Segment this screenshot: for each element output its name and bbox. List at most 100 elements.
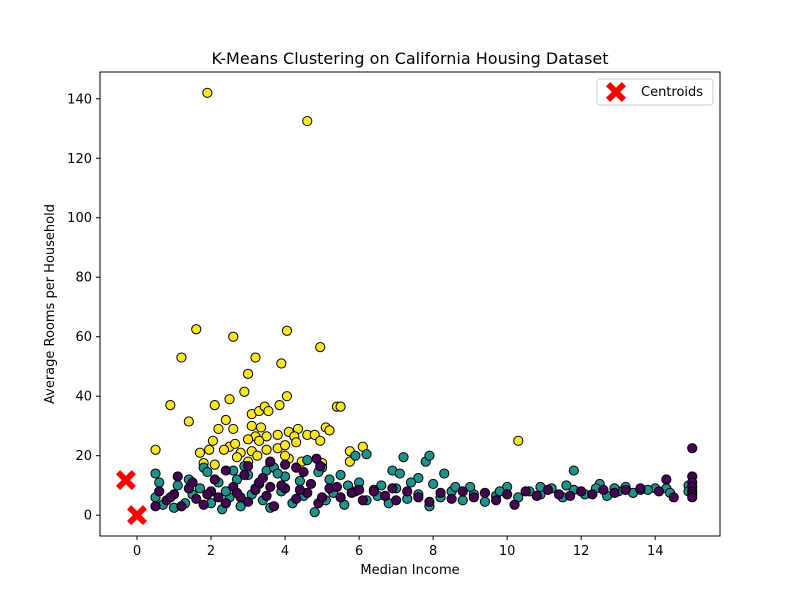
data-point-purple (176, 501, 187, 512)
centroids-layer (115, 470, 148, 526)
data-point-yellow (255, 422, 267, 433)
data-point-yellow (228, 331, 239, 342)
data-point-teal (335, 469, 346, 481)
data-point-teal (309, 507, 320, 518)
x-tick-label: 0 (133, 544, 141, 559)
y-tick-label: 0 (84, 509, 92, 524)
data-point-teal (202, 466, 213, 478)
y-tick-label: 140 (67, 92, 92, 107)
data-point-yellow (165, 400, 176, 411)
x-tick-label: 4 (281, 544, 289, 559)
data-point-purple (620, 484, 631, 495)
data-point-yellow (246, 420, 257, 432)
data-point-purple (435, 487, 446, 498)
data-point-purple (490, 495, 502, 506)
y-tick-label: 60 (75, 330, 92, 345)
data-point-yellow (183, 416, 194, 427)
data-point-purple (457, 486, 468, 497)
data-point-yellow (204, 444, 215, 455)
x-tick-label: 14 (647, 544, 664, 559)
data-point-purple (468, 492, 479, 503)
data-point-teal (439, 468, 450, 479)
data-point-teal (450, 481, 461, 493)
data-point-yellow (224, 394, 235, 405)
data-point-teal (302, 455, 313, 466)
data-point-purple (315, 461, 326, 472)
data-point-yellow (230, 438, 241, 449)
y-tick-label: 40 (75, 390, 92, 405)
y-tick-label: 100 (67, 211, 92, 226)
data-point-purple (391, 495, 402, 506)
data-point-teal (194, 483, 206, 494)
data-point-purple (387, 483, 398, 494)
legend-label-centroids: Centroids (641, 85, 703, 100)
data-point-purple (231, 487, 243, 498)
data-point-yellow (261, 431, 272, 442)
data-point-teal (424, 450, 435, 461)
data-point-purple (220, 498, 231, 509)
data-point-yellow (315, 342, 326, 353)
legend-frame (596, 78, 714, 106)
data-point-purple (509, 499, 520, 510)
data-point-yellow (252, 450, 263, 461)
data-point-purple (635, 483, 646, 494)
x-tick-label: 2 (207, 544, 215, 559)
data-point-purple (542, 484, 553, 495)
data-point-yellow (276, 358, 287, 369)
data-point-teal (457, 495, 468, 506)
data-point-teal (376, 480, 387, 491)
data-point-purple (150, 501, 161, 512)
plot-area-frame (99, 71, 721, 537)
data-point-purple (276, 480, 287, 491)
data-point-purple (587, 489, 598, 500)
data-point-purple (261, 490, 272, 501)
data-point-yellow (231, 452, 243, 463)
data-point-purple (446, 493, 457, 504)
data-point-teal (568, 465, 579, 476)
data-point-purple (165, 492, 176, 503)
data-point-purple (291, 462, 302, 473)
centroid-marker (115, 470, 136, 491)
data-point-yellow (279, 450, 291, 461)
data-point-purple (220, 465, 231, 476)
x-tick-label: 6 (355, 544, 363, 559)
data-point-yellow (150, 444, 161, 455)
centroid-marker (127, 505, 148, 526)
data-point-purple (531, 490, 542, 501)
data-point-purple (209, 474, 220, 485)
data-point-yellow (220, 414, 231, 426)
data-point-yellow (239, 386, 250, 397)
y-tick-label: 120 (67, 152, 92, 167)
data-point-purple (424, 496, 435, 507)
data-point-yellow (242, 434, 254, 445)
x-tick-label: 12 (573, 544, 590, 559)
data-point-yellow (176, 352, 187, 363)
data-point-yellow (194, 447, 206, 458)
data-point-teal (394, 468, 405, 479)
data-point-purple (242, 461, 254, 472)
data-point-purple (520, 486, 531, 497)
y-axis-ticks: 0 20 40 60 80 100 120 140 (67, 92, 100, 524)
data-point-purple (154, 486, 165, 497)
data-point-purple (316, 492, 328, 503)
data-point-purple (413, 492, 424, 503)
data-point-purple (598, 484, 609, 495)
data-point-teal (350, 450, 361, 461)
data-point-teal (479, 496, 491, 507)
x-tick-label: 10 (499, 544, 516, 559)
data-point-yellow (250, 352, 261, 363)
data-point-teal (150, 468, 161, 479)
data-point-yellow (254, 435, 265, 446)
data-point-yellow (281, 391, 293, 402)
data-point-purple (187, 477, 198, 488)
legend-marker-centroids (606, 82, 626, 102)
data-point-purple (553, 489, 565, 500)
data-point-yellow (209, 459, 220, 470)
data-point-purple (479, 487, 491, 498)
data-point-teal (561, 480, 572, 491)
data-point-purple (172, 471, 183, 482)
data-point-teal (398, 452, 409, 463)
data-point-yellow (191, 324, 202, 335)
data-point-yellow (302, 115, 313, 127)
